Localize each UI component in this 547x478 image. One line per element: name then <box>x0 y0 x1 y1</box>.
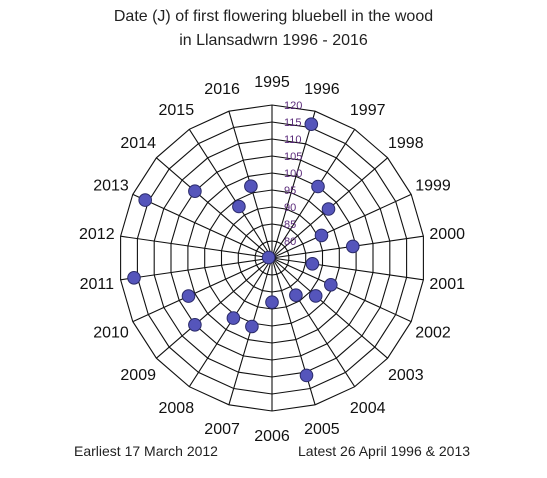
grid-spoke <box>271 111 316 259</box>
data-point <box>305 257 320 271</box>
year-label: 2015 <box>159 102 195 119</box>
year-label: 1996 <box>304 81 340 98</box>
data-point <box>311 179 325 194</box>
year-label: 1997 <box>350 102 386 119</box>
data-point <box>289 288 303 303</box>
radial-tick-label: 115 <box>284 117 302 129</box>
year-label: 2004 <box>350 400 386 417</box>
grid-spoke <box>271 129 356 259</box>
radial-tick-label: 80 <box>284 236 296 248</box>
year-label: 1998 <box>388 135 424 152</box>
data-point <box>299 368 314 383</box>
data-point <box>324 278 338 292</box>
data-point <box>265 295 279 310</box>
grid-spoke <box>132 257 273 323</box>
data-point <box>244 179 258 193</box>
grid-spoke <box>188 129 273 259</box>
year-label: 2008 <box>159 400 195 417</box>
year-label: 2002 <box>415 325 451 342</box>
data-point <box>314 228 329 243</box>
grid-spoke <box>271 257 424 281</box>
year-label: 2012 <box>79 226 115 243</box>
radial-tick-label: 110 <box>284 134 302 146</box>
grid-spoke <box>132 193 273 259</box>
year-label: 2011 <box>80 276 115 293</box>
grid-spoke <box>271 257 388 359</box>
year-label: 2007 <box>204 421 240 438</box>
chart-subtitle: in Llansadwrn 1996 - 2016 <box>179 32 368 49</box>
year-label: 2010 <box>93 325 129 342</box>
data-point <box>304 117 319 131</box>
chart-title: Date (J) of first flowering bluebell in … <box>113 8 434 25</box>
radial-tick-label: 95 <box>284 185 296 197</box>
grid-spoke <box>271 257 356 387</box>
grid-spoke <box>120 257 273 281</box>
year-label: 2003 <box>388 367 424 384</box>
data-point <box>261 250 276 265</box>
radial-tick-label: 120 <box>284 100 302 112</box>
year-label: 1999 <box>415 178 451 195</box>
data-point <box>346 239 360 254</box>
grid-spoke <box>271 257 412 323</box>
grid-spoke <box>271 193 412 259</box>
grid-spoke <box>156 157 273 259</box>
earliest-note: Earliest 17 March 2012 <box>74 443 218 459</box>
radial-tick-label: 100 <box>284 168 302 180</box>
year-label: 2009 <box>120 367 156 384</box>
year-label: 2014 <box>120 135 156 152</box>
data-point <box>181 289 196 303</box>
grid-spoke <box>120 235 273 259</box>
data-point <box>226 311 241 325</box>
year-label: 2000 <box>429 226 465 243</box>
data-point <box>127 271 141 285</box>
data-point <box>232 199 246 214</box>
year-label: 2005 <box>304 421 340 438</box>
data-point <box>188 318 202 332</box>
data-point <box>188 184 202 198</box>
data-point <box>321 202 336 216</box>
year-label: 2013 <box>93 178 129 195</box>
radial-tick-label: 90 <box>284 202 296 214</box>
data-point <box>245 319 259 334</box>
grid-spoke <box>156 257 273 359</box>
grid-spoke <box>271 257 316 405</box>
data-point <box>138 193 152 207</box>
year-label: 2006 <box>254 428 290 445</box>
radial-tick-label: 85 <box>284 219 296 231</box>
data-point <box>308 289 323 303</box>
year-label: 2001 <box>429 276 465 293</box>
radial-tick-label: 105 <box>284 151 302 163</box>
latest-note: Latest 26 April 1996 & 2013 <box>298 443 471 459</box>
year-label: 2016 <box>204 81 240 98</box>
year-label: 1995 <box>254 74 290 91</box>
